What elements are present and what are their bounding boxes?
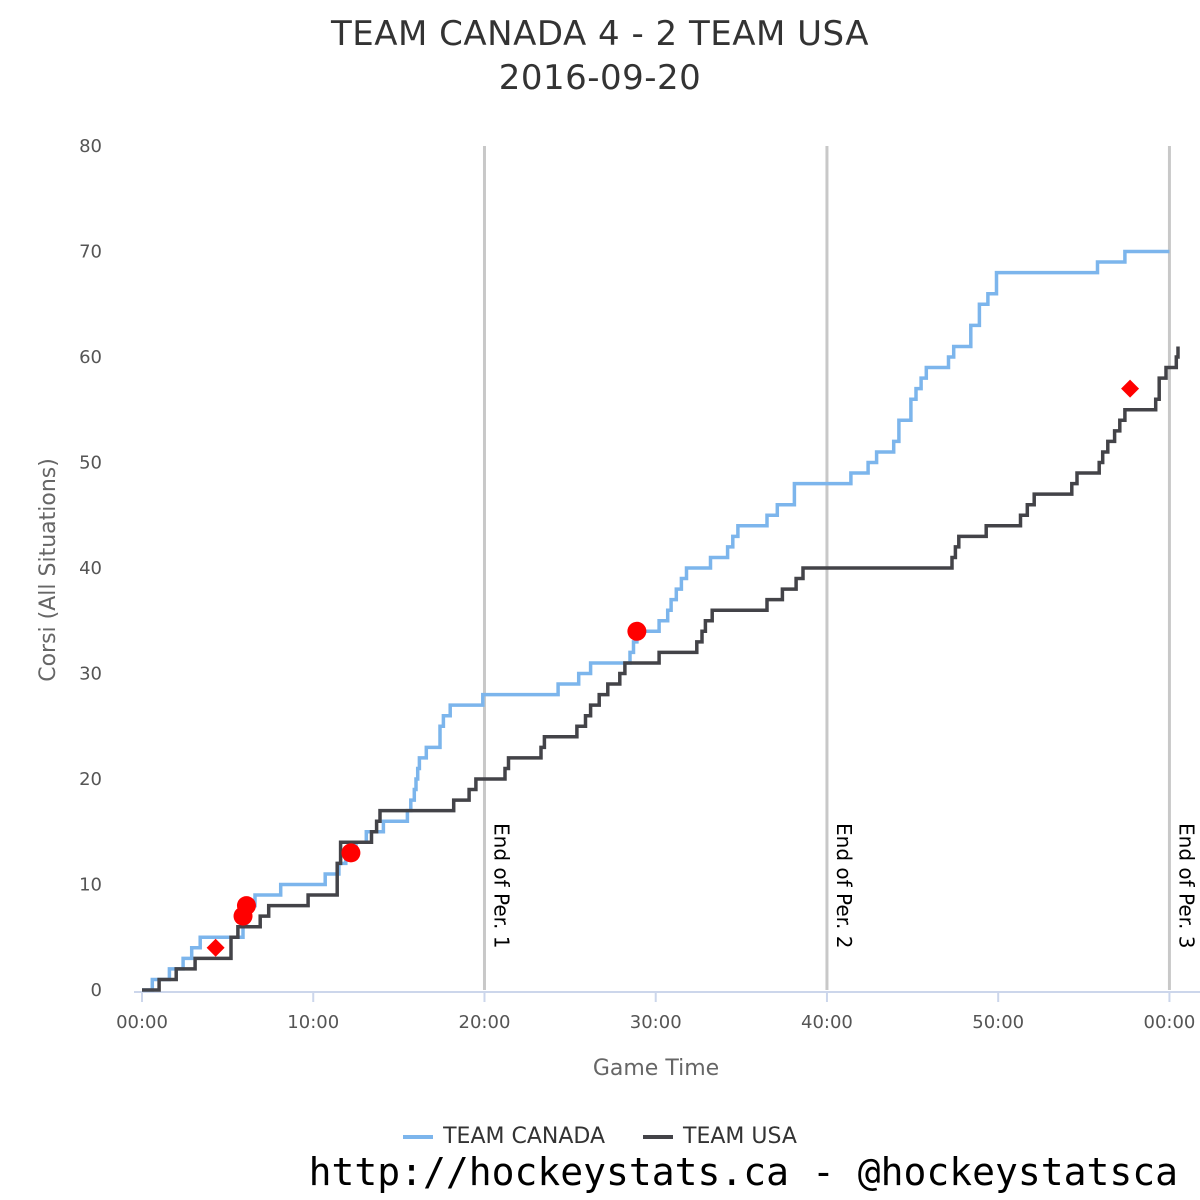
chart-subtitle: 2016-09-20 bbox=[498, 58, 702, 98]
legend-swatch-canada bbox=[403, 1134, 434, 1139]
credit-text: http://hockeystats.ca - @hockeystatsca bbox=[308, 1150, 1178, 1194]
goal-marker-circle-3 bbox=[341, 843, 361, 863]
y-tick-label-3: 30 bbox=[79, 664, 102, 685]
x-tick-label-6: 00:00 bbox=[1144, 1012, 1196, 1033]
legend: TEAM CANADA TEAM USA bbox=[0, 1124, 1200, 1149]
y-tick-label-2: 20 bbox=[79, 769, 102, 790]
goal-marker-diamond-5 bbox=[206, 938, 225, 957]
chart-title: TEAM CANADA 4 - 2 TEAM USA bbox=[331, 14, 869, 54]
y-tick-label-8: 80 bbox=[79, 136, 102, 157]
y-tick-label-6: 60 bbox=[79, 347, 102, 368]
y-tick-label-1: 10 bbox=[79, 875, 102, 896]
plot-area: End of Per. 1 End of Per. 2 End of Per. 3 … bbox=[36, 136, 1200, 1081]
plot-line-label-2: End of Per. 2 bbox=[832, 823, 856, 948]
goal-marker-diamond-6 bbox=[1121, 379, 1140, 398]
x-axis-title: Game Time bbox=[593, 1056, 719, 1081]
legend-label-usa: TEAM USA bbox=[683, 1124, 797, 1149]
series-line-team-canada bbox=[142, 249, 1170, 992]
goal-marker-circle-4 bbox=[627, 621, 647, 641]
x-tick-label-5: 50:00 bbox=[972, 1012, 1024, 1033]
x-tick-label-4: 40:00 bbox=[801, 1012, 853, 1033]
legend-swatch-usa bbox=[643, 1134, 673, 1139]
series-line-team-usa bbox=[142, 346, 1180, 992]
y-axis-title: Corsi (All Situations) bbox=[36, 458, 61, 682]
y-tick-label-0: 0 bbox=[91, 980, 102, 1001]
plot-line-label-1: End of Per. 1 bbox=[489, 823, 513, 948]
plot-line-label-3: End of Per. 3 bbox=[1174, 823, 1198, 948]
x-tick-label-2: 20:00 bbox=[459, 1012, 511, 1033]
goal-marker-circle-2 bbox=[236, 896, 256, 916]
x-tick-label-0: 00:00 bbox=[116, 1012, 168, 1033]
legend-label-canada: TEAM CANADA bbox=[443, 1124, 605, 1149]
legend-item-usa[interactable]: TEAM USA bbox=[643, 1124, 797, 1149]
x-tick-label-3: 30:00 bbox=[630, 1012, 682, 1033]
x-tick-label-1: 10:00 bbox=[287, 1012, 339, 1033]
legend-item-canada[interactable]: TEAM CANADA bbox=[403, 1124, 605, 1149]
y-tick-label-4: 40 bbox=[79, 558, 102, 579]
y-tick-label-7: 70 bbox=[79, 242, 102, 263]
y-tick-label-5: 50 bbox=[79, 453, 102, 474]
